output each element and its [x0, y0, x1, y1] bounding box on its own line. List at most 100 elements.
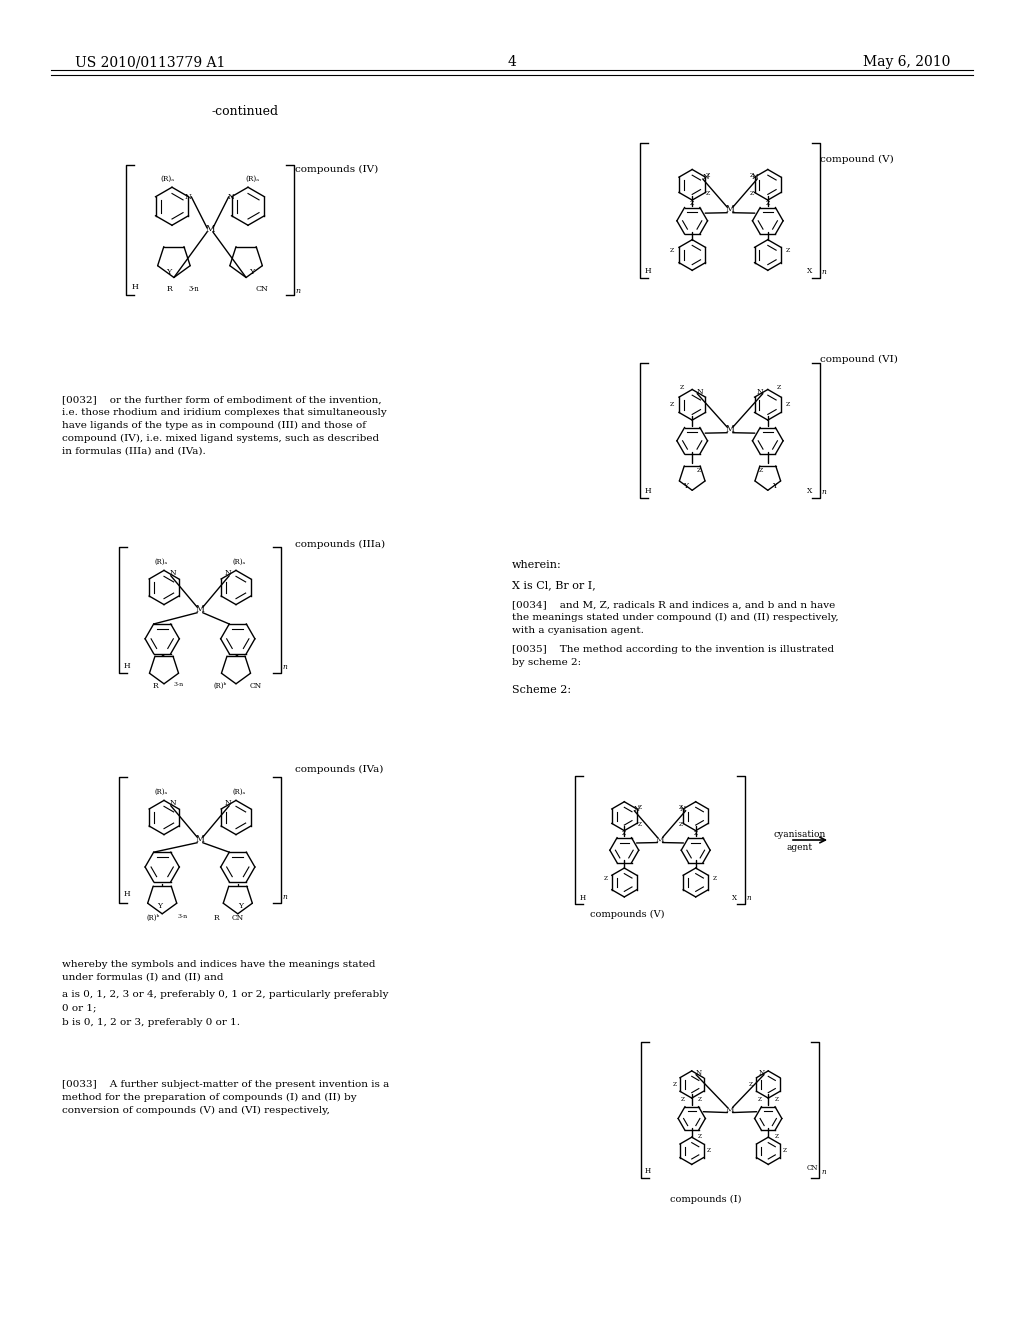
Text: (R)ₐ: (R)ₐ	[232, 558, 246, 566]
Text: Y: Y	[683, 482, 688, 490]
Text: N: N	[228, 193, 234, 201]
Text: wherein:: wherein:	[512, 560, 562, 570]
Text: 3-n: 3-n	[173, 682, 183, 686]
Text: Y: Y	[249, 268, 254, 276]
Text: M: M	[196, 606, 205, 615]
Text: Y: Y	[157, 902, 162, 911]
Text: compound (IV), i.e. mixed ligand systems, such as described: compound (IV), i.e. mixed ligand systems…	[62, 434, 379, 444]
Text: M: M	[726, 1106, 734, 1114]
Text: Y: Y	[772, 482, 777, 490]
Text: Z: Z	[706, 191, 711, 197]
Text: H: H	[124, 661, 130, 669]
Text: Scheme 2:: Scheme 2:	[512, 685, 571, 696]
Text: Z: Z	[693, 832, 697, 836]
Text: Z: Z	[758, 1097, 762, 1102]
Text: Z: Z	[775, 1097, 779, 1102]
Text: whereby the symbols and indices have the meanings stated: whereby the symbols and indices have the…	[62, 960, 376, 969]
Text: Z: Z	[623, 832, 627, 836]
Text: N: N	[680, 805, 686, 813]
Text: Z: Z	[698, 1097, 702, 1102]
Text: -continued: -continued	[211, 106, 279, 117]
Text: Z: Z	[603, 875, 607, 880]
Text: [0032]    or the further form of embodiment of the invention,: [0032] or the further form of embodiment…	[62, 395, 382, 404]
Text: Z: Z	[776, 385, 780, 391]
Text: H: H	[644, 487, 651, 495]
Text: n: n	[822, 1168, 826, 1176]
Text: compounds (IVa): compounds (IVa)	[295, 766, 383, 774]
Text: Z: Z	[673, 1082, 677, 1086]
Text: Z: Z	[785, 403, 790, 408]
Text: Z: Z	[670, 248, 675, 253]
Text: N: N	[757, 388, 764, 396]
Text: (R)ᵇ: (R)ᵇ	[146, 913, 160, 921]
Text: cyanisation: cyanisation	[774, 830, 826, 840]
Text: n: n	[822, 268, 826, 276]
Text: with a cyanisation agent.: with a cyanisation agent.	[512, 626, 644, 635]
Text: Z: Z	[679, 385, 684, 391]
Text: Y: Y	[166, 268, 171, 276]
Text: Y: Y	[239, 902, 244, 911]
Text: Z: Z	[785, 248, 790, 253]
Text: N: N	[759, 1069, 765, 1077]
Text: n: n	[296, 286, 301, 294]
Text: N: N	[634, 805, 640, 813]
Text: Z: Z	[679, 822, 683, 828]
Text: compounds (IV): compounds (IV)	[295, 165, 378, 174]
Text: H: H	[124, 890, 130, 898]
Text: 3-n: 3-n	[188, 285, 199, 293]
Text: H: H	[132, 282, 139, 290]
Text: a is 0, 1, 2, 3 or 4, preferably 0, 1 or 2, particularly preferably: a is 0, 1, 2, 3 or 4, preferably 0, 1 or…	[62, 990, 388, 999]
Text: (R)ₐ: (R)ₐ	[155, 558, 168, 566]
Text: R: R	[166, 285, 172, 293]
Text: conversion of compounds (V) and (VI) respectively,: conversion of compounds (V) and (VI) res…	[62, 1106, 330, 1115]
Text: CN: CN	[807, 1164, 818, 1172]
Text: H: H	[580, 894, 586, 902]
Text: b is 0, 1, 2 or 3, preferably 0 or 1.: b is 0, 1, 2 or 3, preferably 0 or 1.	[62, 1018, 240, 1027]
Text: Z: Z	[670, 403, 675, 408]
Text: (R)ₐ: (R)ₐ	[232, 788, 246, 796]
Text: CN: CN	[231, 913, 244, 921]
Text: N: N	[185, 193, 191, 201]
Text: N: N	[169, 569, 176, 577]
Text: X: X	[807, 487, 812, 495]
Text: Z: Z	[690, 201, 694, 206]
Text: N: N	[696, 388, 703, 396]
Text: R: R	[213, 913, 219, 921]
Text: CN: CN	[256, 285, 268, 293]
Text: N: N	[702, 173, 709, 181]
Text: Z: Z	[681, 1097, 685, 1102]
Text: 0 or 1;: 0 or 1;	[62, 1003, 96, 1012]
Text: compound (VI): compound (VI)	[820, 355, 898, 364]
Text: N: N	[224, 569, 230, 577]
Text: n: n	[283, 894, 288, 902]
Text: X: X	[732, 894, 737, 902]
Text: 3-n: 3-n	[177, 913, 187, 919]
Text: [0035]    The method according to the invention is illustrated: [0035] The method according to the inven…	[512, 645, 835, 653]
Text: Z: Z	[706, 173, 711, 178]
Text: (R)ᵇ: (R)ᵇ	[214, 682, 227, 690]
Text: H: H	[644, 267, 651, 275]
Text: under formulas (I) and (II) and: under formulas (I) and (II) and	[62, 973, 223, 982]
Text: i.e. those rhodium and iridium complexes that simultaneously: i.e. those rhodium and iridium complexes…	[62, 408, 387, 417]
Text: M: M	[726, 425, 734, 434]
Text: method for the preparation of compounds (I) and (II) by: method for the preparation of compounds …	[62, 1093, 356, 1102]
Text: N: N	[695, 1069, 701, 1077]
Text: M: M	[205, 226, 215, 235]
Text: Z: Z	[696, 467, 701, 473]
Text: May 6, 2010: May 6, 2010	[862, 55, 950, 69]
Text: n: n	[283, 663, 288, 671]
Text: H: H	[645, 1167, 651, 1175]
Text: [0034]    and M, Z, radicals R and indices a, and b and n have: [0034] and M, Z, radicals R and indices …	[512, 601, 836, 609]
Text: N: N	[752, 173, 758, 181]
Text: compounds (V): compounds (V)	[590, 909, 665, 919]
Text: M: M	[196, 836, 205, 845]
Text: [0033]    A further subject-matter of the present invention is a: [0033] A further subject-matter of the p…	[62, 1080, 389, 1089]
Text: compounds (I): compounds (I)	[670, 1195, 741, 1204]
Text: Z: Z	[707, 1148, 711, 1154]
Text: M: M	[655, 836, 665, 843]
Text: 4: 4	[508, 55, 516, 69]
Text: CN: CN	[250, 682, 262, 690]
Text: n: n	[746, 894, 752, 902]
Text: n: n	[822, 487, 826, 496]
Text: Z: Z	[750, 1082, 754, 1086]
